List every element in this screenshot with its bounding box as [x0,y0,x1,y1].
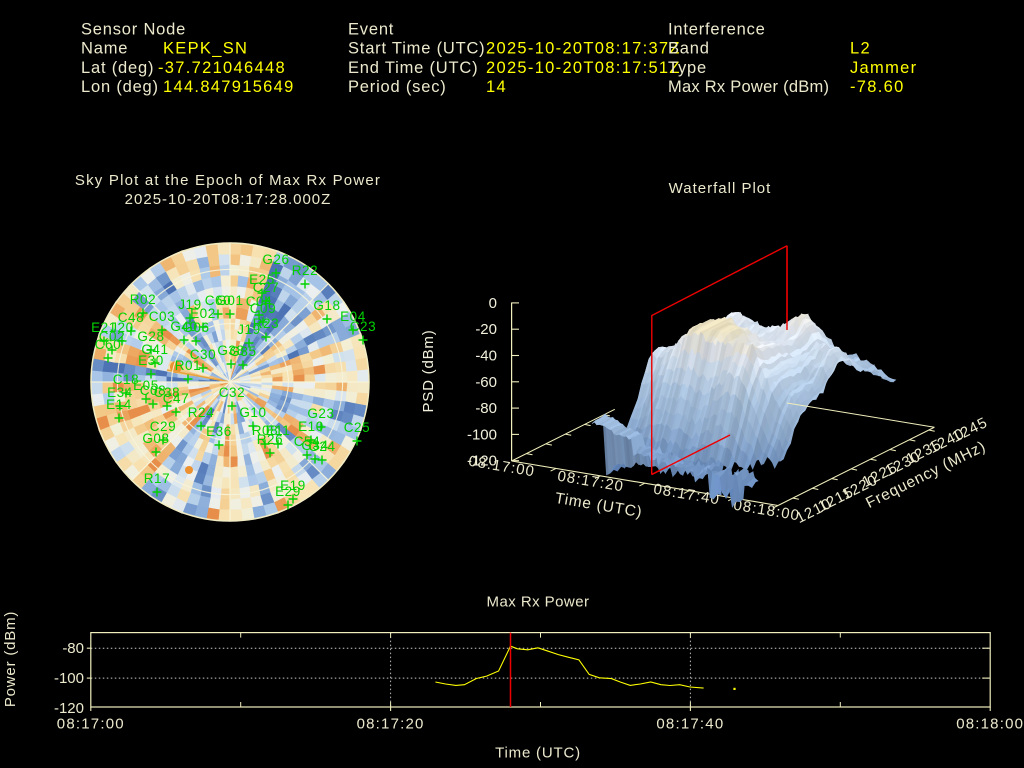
svg-text:E19: E19 [280,478,306,493]
svg-text:End Time (UTC): End Time (UTC) [348,59,478,77]
svg-text:E21: E21 [91,320,117,335]
svg-text:J19: J19 [237,322,261,337]
svg-text:Start Time (UTC): Start Time (UTC) [348,40,485,58]
svg-text:Jammer: Jammer [850,59,917,77]
svg-text:Time (UTC): Time (UTC) [495,745,581,762]
svg-text:Max Rx Power: Max Rx Power [487,594,590,611]
svg-text:E11: E11 [266,423,291,438]
svg-text:Event: Event [348,20,394,38]
svg-text:Lat (deg): Lat (deg) [81,59,154,77]
svg-text:G10: G10 [239,405,266,420]
svg-text:-40: -40 [475,348,497,365]
svg-text:C02: C02 [99,329,126,344]
svg-text:G35: G35 [229,344,256,359]
svg-text:Power (dBm): Power (dBm) [2,611,19,707]
svg-text:G08: G08 [142,431,169,446]
svg-text:14: 14 [486,78,507,96]
svg-text:Max Rx Power (dBm): Max Rx Power (dBm) [668,78,829,96]
svg-text:R01: R01 [175,358,202,373]
svg-text:Sky Plot at the Epoch of Max R: Sky Plot at the Epoch of Max Rx Power [75,172,381,189]
svg-text:R26: R26 [257,432,284,447]
svg-text:J20: J20 [110,320,134,335]
svg-text:C23: C23 [350,319,377,334]
svg-text:0: 0 [489,295,497,312]
svg-text:G38: G38 [217,343,244,358]
svg-text:C25: C25 [344,420,371,435]
svg-text:Waterfall Plot: Waterfall Plot [669,180,772,197]
svg-text:-80: -80 [475,400,497,417]
svg-text:-120: -120 [54,700,84,717]
svg-text:C03: C03 [149,309,176,324]
svg-text:-100: -100 [54,670,84,687]
svg-text:C38: C38 [154,385,181,400]
svg-text:-78.60: -78.60 [850,78,905,96]
svg-text:-60: -60 [475,374,497,391]
svg-text:R22: R22 [292,263,319,278]
svg-text:PSD (dBm): PSD (dBm) [420,329,437,412]
svg-text:08:17:00: 08:17:00 [57,716,125,733]
svg-text:E05: E05 [133,378,159,393]
svg-text:E25: E25 [249,272,275,287]
svg-text:R24: R24 [188,405,215,420]
svg-text:C04: C04 [246,294,273,309]
svg-text:C09: C09 [250,301,277,316]
svg-text:E04: E04 [340,309,366,324]
svg-text:Period (sec): Period (sec) [348,78,447,96]
svg-text:G34: G34 [301,438,328,453]
svg-text:R23: R23 [253,316,280,331]
svg-text:-120: -120 [467,453,497,470]
svg-text:E30: E30 [138,353,164,368]
svg-text:08:18:00: 08:18:00 [956,716,1024,733]
svg-text:2025-10-20T08:17:28.000Z: 2025-10-20T08:17:28.000Z [125,191,332,208]
svg-text:G24: G24 [308,439,335,454]
svg-text:R17: R17 [144,471,171,486]
svg-text:2025-10-20T08:17:51Z: 2025-10-20T08:17:51Z [486,59,681,77]
svg-text:C60: C60 [95,337,122,352]
svg-text:Interference: Interference [668,20,766,38]
svg-text:-37.721046448: -37.721046448 [158,59,286,77]
svg-text:08:17:40: 08:17:40 [656,716,724,733]
svg-text:G28: G28 [137,329,164,344]
svg-text:C48: C48 [118,310,145,325]
svg-text:E14: E14 [106,397,132,412]
svg-text:G41: G41 [141,342,168,357]
svg-text:-80: -80 [62,640,84,657]
svg-text:G40: G40 [170,319,197,334]
svg-text:C30: C30 [190,347,217,362]
svg-text:144.847915649: 144.847915649 [163,78,295,96]
svg-text:R08: R08 [252,423,279,438]
svg-text:C60: C60 [205,293,232,308]
svg-text:-100: -100 [467,426,497,443]
svg-text:J19: J19 [178,297,202,312]
svg-text:C32: C32 [219,385,246,400]
svg-text:E34: E34 [107,385,133,400]
svg-text:Band: Band [668,40,710,58]
svg-text:-20: -20 [475,321,497,338]
svg-text:E02: E02 [190,306,216,321]
svg-text:G26: G26 [262,252,289,267]
svg-text:Name: Name [81,40,128,58]
svg-text:L2: L2 [850,40,871,58]
svg-text:G23: G23 [307,406,334,421]
svg-text:C27: C27 [253,280,280,295]
svg-text:E29: E29 [275,484,301,499]
svg-text:G18: G18 [313,298,340,313]
svg-text:Lon (deg): Lon (deg) [81,78,159,96]
svg-text:C47: C47 [163,391,190,406]
svg-text:C18: C18 [113,372,140,387]
svg-text:E36: E36 [206,424,232,439]
svg-text:C29: C29 [150,419,177,434]
svg-text:08:17:20: 08:17:20 [357,716,425,733]
svg-text:C54: C54 [294,434,321,449]
svg-text:2025-10-20T08:17:37Z: 2025-10-20T08:17:37Z [486,40,681,58]
svg-text:Sensor Node: Sensor Node [81,20,186,38]
svg-text:E10: E10 [298,419,324,434]
svg-text:KEPK_SN: KEPK_SN [163,40,248,58]
svg-text:G01: G01 [216,293,243,308]
svg-text:R02: R02 [130,292,157,307]
svg-text:C08: C08 [140,383,167,398]
svg-text:Type: Type [668,59,707,77]
